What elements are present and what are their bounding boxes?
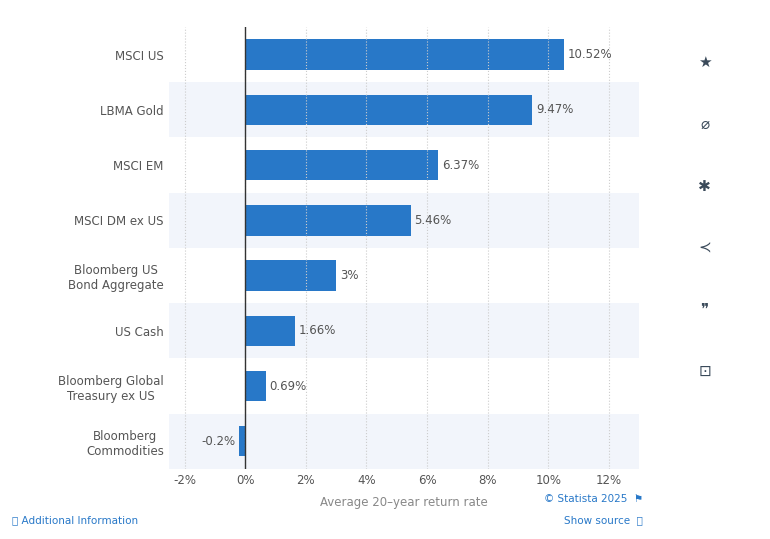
FancyBboxPatch shape bbox=[668, 343, 741, 400]
FancyBboxPatch shape bbox=[668, 95, 741, 153]
Bar bbox=[169, 303, 639, 358]
Text: 3%: 3% bbox=[340, 269, 358, 282]
Text: ⓘ Additional Information: ⓘ Additional Information bbox=[12, 515, 138, 526]
X-axis label: Average 20–year return rate: Average 20–year return rate bbox=[320, 496, 488, 509]
Bar bbox=[169, 248, 639, 303]
Text: 0.69%: 0.69% bbox=[270, 379, 307, 392]
Bar bbox=[245, 205, 410, 236]
Text: Show source  ⓘ: Show source ⓘ bbox=[564, 515, 643, 526]
Bar bbox=[169, 414, 639, 469]
Text: ⌀: ⌀ bbox=[700, 116, 709, 132]
Text: 6.37%: 6.37% bbox=[442, 158, 479, 171]
Text: ★: ★ bbox=[698, 55, 711, 70]
Bar bbox=[245, 150, 438, 180]
Text: -0.2%: -0.2% bbox=[201, 435, 236, 448]
Bar bbox=[169, 27, 639, 82]
Text: 5.46%: 5.46% bbox=[414, 214, 451, 227]
Bar bbox=[245, 371, 266, 401]
Text: 9.47%: 9.47% bbox=[536, 103, 573, 116]
Bar bbox=[169, 137, 639, 192]
Bar bbox=[239, 426, 245, 457]
Bar bbox=[245, 95, 532, 125]
FancyBboxPatch shape bbox=[668, 157, 741, 215]
FancyBboxPatch shape bbox=[668, 281, 741, 338]
Bar bbox=[169, 358, 639, 414]
Text: ≺: ≺ bbox=[698, 240, 711, 255]
Text: ✱: ✱ bbox=[698, 178, 711, 194]
Text: 10.52%: 10.52% bbox=[567, 48, 612, 61]
FancyBboxPatch shape bbox=[668, 219, 741, 277]
Text: ⊡: ⊡ bbox=[698, 364, 711, 379]
Bar bbox=[245, 260, 336, 291]
FancyBboxPatch shape bbox=[668, 33, 741, 91]
Text: © Statista 2025  ⚑: © Statista 2025 ⚑ bbox=[544, 494, 643, 504]
Text: ❞: ❞ bbox=[701, 302, 708, 317]
Bar bbox=[245, 316, 296, 346]
Bar bbox=[169, 192, 639, 248]
Bar bbox=[245, 39, 564, 70]
Bar bbox=[169, 82, 639, 137]
Text: 1.66%: 1.66% bbox=[299, 324, 336, 337]
